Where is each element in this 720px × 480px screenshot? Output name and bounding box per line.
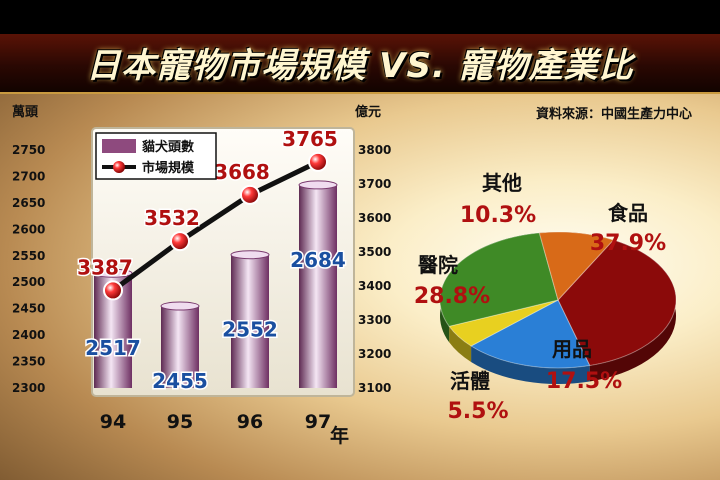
line-data-label: 3387 <box>77 255 133 279</box>
x-tick-label: 95 <box>167 411 193 433</box>
right-tick-label: 3800 <box>358 143 391 157</box>
bar-cap <box>230 250 270 260</box>
left-tick-label: 2400 <box>12 328 45 342</box>
left-tick-label: 2600 <box>12 222 45 236</box>
line-point <box>240 184 260 205</box>
left-tick-label: 2500 <box>12 275 45 289</box>
left-tick-label: 2300 <box>12 381 45 395</box>
pie-slice-side <box>449 326 472 362</box>
bar-cap <box>93 268 133 278</box>
pie-slice-label: 醫院 <box>418 253 458 277</box>
source-note: 資料來源：中國生產力中心 <box>535 107 692 122</box>
line-point <box>170 231 190 252</box>
right-tick-label: 3700 <box>358 177 391 191</box>
page-title: 日本寵物市場規模 VS. 寵物產業比 <box>86 46 634 86</box>
line-data-label: 3532 <box>144 206 200 230</box>
pie-slice-percent: 28.8% <box>414 284 490 309</box>
pie-slice <box>557 239 677 367</box>
pie-slice-percent: 37.9% <box>590 231 666 256</box>
pie-slice <box>439 232 559 327</box>
bar-data-label: 2684 <box>290 248 346 272</box>
line-point <box>308 151 328 172</box>
line-data-label: 3765 <box>282 127 338 151</box>
left-tick-label: 2350 <box>12 355 45 369</box>
pie-slice <box>538 231 615 301</box>
pie-slice-percent: 17.5% <box>546 369 622 394</box>
x-tick-label: 96 <box>237 411 263 433</box>
bar-data-label: 2455 <box>152 369 208 393</box>
right-axis-unit: 億元 <box>355 104 381 120</box>
plot-panel <box>91 127 355 397</box>
bar-cap <box>298 180 338 190</box>
right-tick-label: 3400 <box>358 279 391 293</box>
market-size-line <box>111 159 320 293</box>
line-data-label: 3668 <box>214 160 270 184</box>
pie-slice <box>448 299 559 347</box>
right-tick-label: 3600 <box>358 211 391 225</box>
bar <box>161 306 199 388</box>
legend-label-line: 市場規模 <box>142 160 195 176</box>
left-tick-label: 2700 <box>12 169 45 183</box>
bar <box>299 184 337 388</box>
x-tick-label: 97 <box>305 411 331 433</box>
pie-slice <box>470 299 591 369</box>
right-tick-label: 3300 <box>358 313 391 327</box>
left-tick-label: 2450 <box>12 302 45 316</box>
left-tick-label: 2550 <box>12 249 45 263</box>
right-tick-label: 3200 <box>358 347 391 361</box>
left-tick-label: 2650 <box>12 196 45 210</box>
bar-data-label: 2552 <box>222 318 278 342</box>
line-point <box>103 280 123 301</box>
legend-swatch-bar <box>102 139 136 153</box>
pie-slice-percent: 5.5% <box>447 399 508 424</box>
x-tick-label: 94 <box>100 411 126 433</box>
pie-slice-percent: 10.3% <box>460 203 536 228</box>
legend-swatch-point <box>113 161 125 173</box>
bar-data-label: 2517 <box>85 336 141 360</box>
pie-slice-label: 食品 <box>608 201 648 225</box>
left-axis-unit: 萬頭 <box>12 104 39 120</box>
right-tick-label: 3100 <box>358 381 391 395</box>
pie-slice-label: 用品 <box>552 337 592 361</box>
pie-slice-label: 活體 <box>450 369 490 393</box>
x-axis-unit: 年 <box>330 424 349 447</box>
title-bar <box>0 34 720 94</box>
pie-slice-side <box>471 345 590 385</box>
top-band <box>0 0 720 34</box>
legend-label-bar: 貓犬頭數 <box>142 139 194 155</box>
pie-slice-label: 其他 <box>482 171 522 195</box>
left-tick-label: 2750 <box>12 143 45 157</box>
bar <box>231 254 269 388</box>
right-tick-label: 3500 <box>358 245 391 259</box>
bar-cap <box>160 301 200 311</box>
